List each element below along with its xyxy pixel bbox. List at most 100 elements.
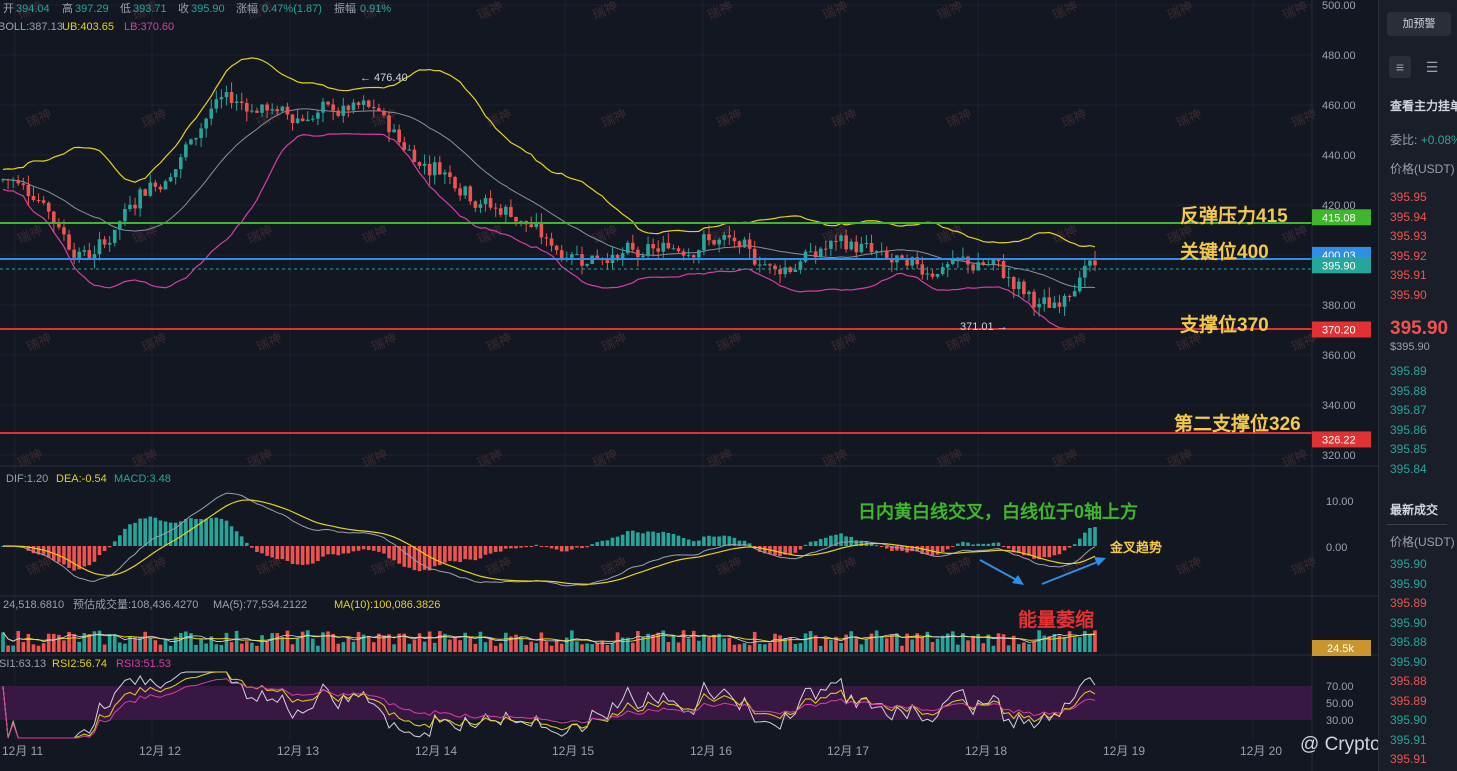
bid-row[interactable]: 395.89 bbox=[1390, 364, 1427, 378]
volume-bar bbox=[834, 636, 838, 652]
bid-row[interactable]: 395.85 bbox=[1390, 442, 1427, 456]
ask-row[interactable]: 395.92 bbox=[1390, 248, 1427, 263]
volume-bar bbox=[285, 630, 290, 652]
candle bbox=[229, 82, 234, 109]
candle bbox=[707, 225, 711, 246]
candle bbox=[11, 177, 15, 189]
macd-bar bbox=[961, 541, 965, 546]
macd-bar bbox=[991, 542, 996, 546]
macd-bar bbox=[824, 537, 828, 546]
volume-bar bbox=[194, 644, 198, 652]
low-marker: 371.01 → bbox=[960, 321, 1008, 333]
macd-bar bbox=[448, 546, 452, 561]
candle bbox=[46, 201, 51, 220]
candle bbox=[595, 249, 600, 260]
candle bbox=[615, 253, 620, 262]
volume-bar bbox=[839, 642, 843, 652]
volume-bar bbox=[21, 642, 26, 652]
ask-row[interactable]: 395.95 bbox=[1390, 190, 1427, 204]
watermark-text: 瑞神 bbox=[714, 554, 744, 579]
macd-bar bbox=[818, 538, 823, 546]
volume-bar bbox=[305, 630, 310, 652]
volume-bar bbox=[686, 638, 691, 652]
watermark-text: 瑞神 bbox=[1174, 106, 1204, 131]
volume-bar bbox=[884, 638, 889, 652]
volume-bar bbox=[763, 644, 767, 652]
macd-header: DIF:1.20 DEA:-0.54 MACD:3.48 bbox=[6, 473, 171, 485]
macd-bar bbox=[793, 546, 798, 553]
macd-bar bbox=[1093, 526, 1097, 546]
candle bbox=[199, 123, 203, 147]
candle bbox=[285, 102, 290, 120]
trades-title[interactable]: 最新成交 bbox=[1390, 503, 1439, 517]
volume-bar bbox=[392, 644, 396, 652]
candle bbox=[498, 203, 503, 218]
volume-bar bbox=[387, 634, 391, 652]
candle bbox=[204, 117, 208, 138]
volume-bar bbox=[818, 645, 823, 652]
panel-collapse-handle[interactable] bbox=[1378, 356, 1379, 396]
volume-bar bbox=[641, 636, 645, 652]
orderbook-title[interactable]: 查看主力挂单 bbox=[1390, 99, 1457, 113]
volume-note: 能量萎缩 bbox=[1018, 608, 1094, 631]
ohlc-header: 开 394.04 高 397.29 低 393.71 收 395.90 涨幅 0… bbox=[3, 1, 391, 15]
ask-row[interactable]: 395.91 bbox=[1390, 268, 1427, 282]
macd-bar bbox=[757, 546, 762, 552]
macd-bar bbox=[402, 546, 407, 567]
bid-row[interactable]: 395.88 bbox=[1390, 383, 1427, 398]
macd-bar bbox=[636, 532, 640, 546]
svg-text:326.22: 326.22 bbox=[1322, 434, 1356, 446]
volume-bar bbox=[585, 643, 589, 652]
macd-bar bbox=[305, 546, 310, 565]
bid-row[interactable]: 395.87 bbox=[1390, 403, 1427, 417]
volume-bar bbox=[77, 641, 81, 652]
macd-bar bbox=[36, 546, 41, 555]
bid-row[interactable]: 395.86 bbox=[1390, 422, 1427, 437]
macd-bar bbox=[1072, 544, 1077, 546]
watermark-text: 瑞神 bbox=[1280, 0, 1310, 23]
candle bbox=[448, 165, 452, 185]
macd-bar bbox=[483, 546, 488, 555]
candle bbox=[666, 232, 671, 250]
macd-bar bbox=[712, 536, 716, 546]
watermark-text: 瑞神 bbox=[935, 0, 965, 23]
volume-bar bbox=[1057, 635, 1062, 652]
candle bbox=[148, 174, 153, 198]
candle bbox=[112, 229, 117, 247]
watermark-text: 瑞神 bbox=[820, 0, 850, 23]
macd-bar bbox=[295, 546, 300, 565]
macd-bar bbox=[707, 535, 711, 546]
volume-bar bbox=[1011, 635, 1016, 652]
ask-row[interactable]: 395.94 bbox=[1390, 209, 1427, 224]
candle bbox=[82, 245, 87, 257]
volume-bar bbox=[854, 638, 859, 652]
candle bbox=[244, 98, 249, 122]
price-tick: 500.00 bbox=[1322, 0, 1356, 12]
candle bbox=[97, 231, 102, 261]
volume-bar bbox=[483, 642, 488, 652]
macd-bar bbox=[234, 531, 239, 546]
volume-bar bbox=[615, 632, 620, 652]
svg-text:MA(5):77,534.2122: MA(5):77,534.2122 bbox=[213, 599, 307, 611]
bid-row[interactable]: 395.84 bbox=[1390, 461, 1427, 476]
add-alert-button[interactable]: 加预警 bbox=[1387, 12, 1451, 36]
orderbook-view-list-icon[interactable]: ☰ bbox=[1425, 59, 1439, 75]
candle bbox=[651, 238, 655, 257]
ask-row[interactable]: 395.90 bbox=[1390, 287, 1427, 302]
macd-bar bbox=[559, 546, 564, 552]
candle bbox=[280, 105, 285, 113]
golden-cross-label: 金叉趋势 bbox=[1109, 540, 1162, 555]
arrow-up-head bbox=[1094, 557, 1106, 566]
volume-bar bbox=[676, 642, 681, 652]
macd-bar bbox=[996, 542, 1001, 546]
macd-bar bbox=[493, 546, 498, 552]
orderbook-view-both-icon[interactable]: ≡ bbox=[1389, 56, 1411, 78]
candle bbox=[351, 99, 356, 114]
macd-bar bbox=[153, 517, 158, 546]
watermark-text: 瑞神 bbox=[1289, 106, 1319, 131]
macd-bar bbox=[620, 534, 625, 546]
macd-bar bbox=[905, 546, 909, 553]
ask-row[interactable]: 395.93 bbox=[1390, 229, 1427, 243]
candle bbox=[87, 242, 92, 261]
